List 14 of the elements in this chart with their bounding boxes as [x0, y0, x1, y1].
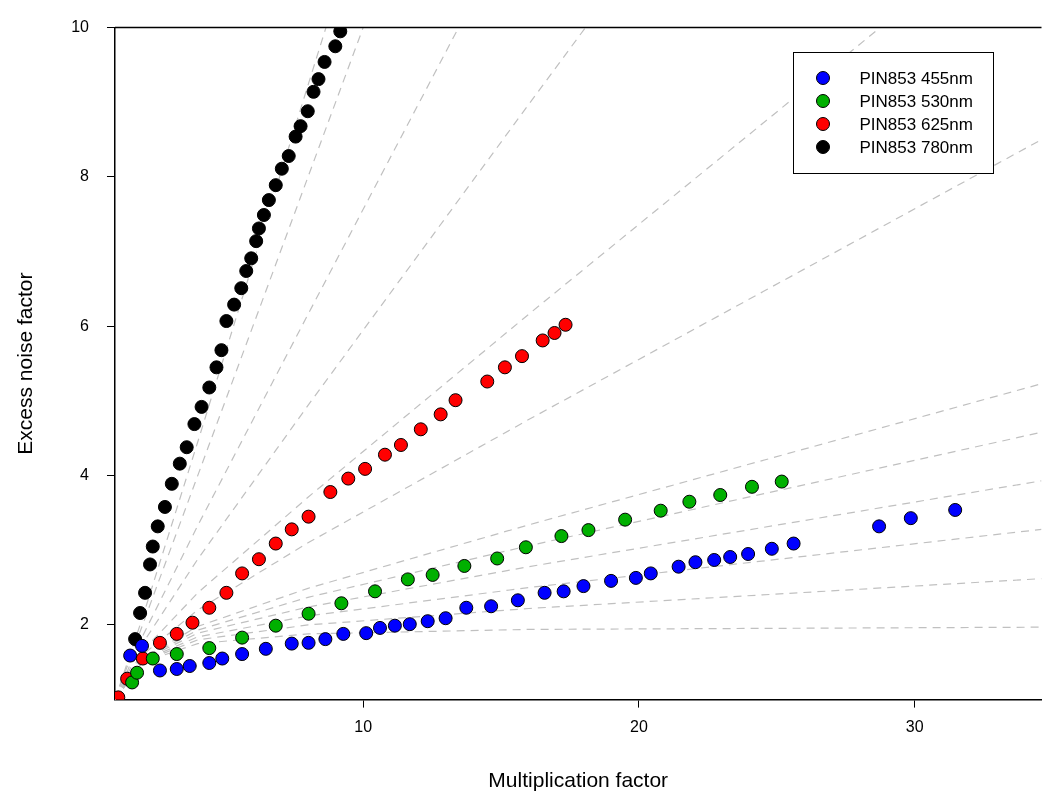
y-tick-label: 10 [71, 18, 90, 36]
y-tick-label: 2 [80, 615, 90, 633]
legend-label: PIN853 625nm [859, 114, 973, 134]
legend-label: PIN853 455nm [859, 68, 973, 88]
legend-label: PIN853 780nm [859, 137, 973, 157]
x-tick-label: 20 [630, 717, 648, 735]
y-tick-label: 4 [80, 466, 90, 484]
y-tick-label: 6 [80, 316, 90, 334]
x-tick-label: 10 [354, 717, 373, 735]
y-tick-label: 8 [80, 167, 90, 185]
x-axis-title: Multiplication factor [488, 768, 669, 792]
x-tick-label: 30 [905, 717, 924, 735]
legend-label: PIN853 530nm [859, 91, 973, 111]
y-axis-title: Excess noise factor [13, 272, 37, 455]
